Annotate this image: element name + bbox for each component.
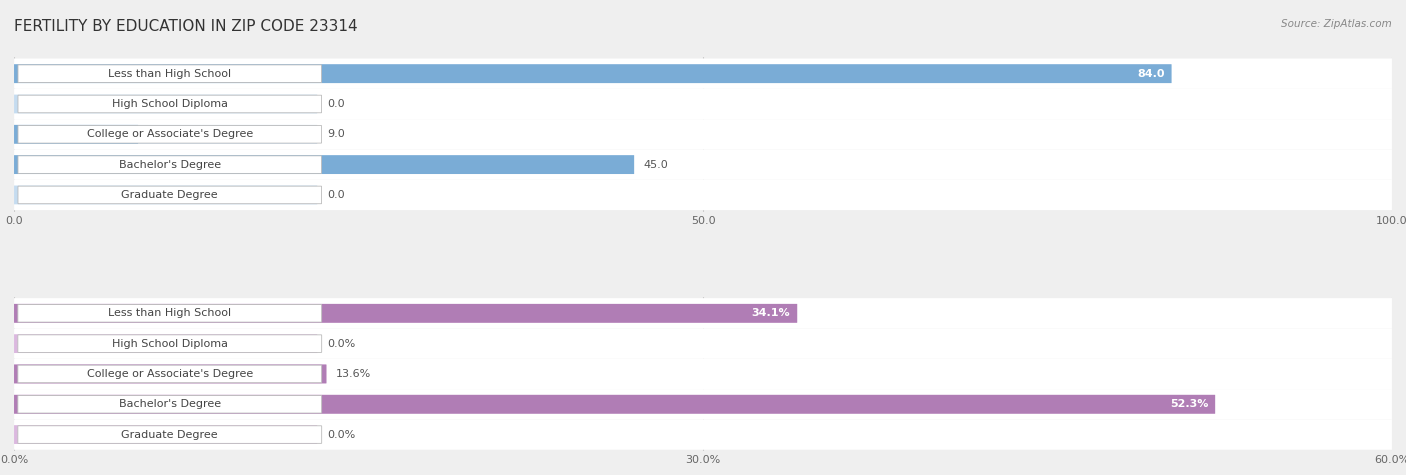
FancyBboxPatch shape — [18, 186, 322, 204]
FancyBboxPatch shape — [18, 65, 322, 83]
Text: 84.0: 84.0 — [1137, 69, 1164, 79]
FancyBboxPatch shape — [14, 329, 1392, 359]
FancyBboxPatch shape — [14, 395, 1215, 414]
FancyBboxPatch shape — [18, 335, 322, 352]
FancyBboxPatch shape — [14, 58, 1392, 89]
Text: High School Diploma: High School Diploma — [111, 99, 228, 109]
FancyBboxPatch shape — [14, 304, 797, 323]
FancyBboxPatch shape — [14, 89, 1392, 119]
FancyBboxPatch shape — [14, 64, 1171, 83]
Text: Less than High School: Less than High School — [108, 308, 232, 318]
Text: FERTILITY BY EDUCATION IN ZIP CODE 23314: FERTILITY BY EDUCATION IN ZIP CODE 23314 — [14, 19, 357, 34]
FancyBboxPatch shape — [18, 304, 322, 322]
FancyBboxPatch shape — [14, 180, 1392, 210]
FancyBboxPatch shape — [14, 298, 1392, 329]
FancyBboxPatch shape — [18, 125, 322, 143]
Text: 9.0: 9.0 — [326, 129, 344, 139]
Text: Source: ZipAtlas.com: Source: ZipAtlas.com — [1281, 19, 1392, 29]
Text: 13.6%: 13.6% — [336, 369, 371, 379]
FancyBboxPatch shape — [14, 64, 1171, 83]
FancyBboxPatch shape — [14, 186, 318, 204]
FancyBboxPatch shape — [14, 419, 1392, 450]
FancyBboxPatch shape — [14, 359, 1392, 389]
FancyBboxPatch shape — [14, 395, 1215, 414]
FancyBboxPatch shape — [14, 425, 318, 444]
Text: 52.3%: 52.3% — [1170, 399, 1208, 409]
Text: Less than High School: Less than High School — [108, 69, 232, 79]
FancyBboxPatch shape — [14, 150, 1392, 180]
FancyBboxPatch shape — [14, 155, 634, 174]
Text: 0.0%: 0.0% — [326, 339, 356, 349]
Text: 0.0: 0.0 — [326, 190, 344, 200]
Text: Graduate Degree: Graduate Degree — [121, 429, 218, 439]
FancyBboxPatch shape — [18, 95, 322, 113]
FancyBboxPatch shape — [18, 365, 322, 383]
FancyBboxPatch shape — [14, 119, 1392, 150]
FancyBboxPatch shape — [18, 156, 322, 173]
FancyBboxPatch shape — [14, 364, 326, 383]
Text: College or Associate's Degree: College or Associate's Degree — [87, 369, 253, 379]
FancyBboxPatch shape — [14, 125, 318, 144]
FancyBboxPatch shape — [18, 426, 322, 443]
FancyBboxPatch shape — [14, 125, 138, 144]
FancyBboxPatch shape — [14, 364, 326, 383]
FancyBboxPatch shape — [14, 304, 797, 323]
Text: Graduate Degree: Graduate Degree — [121, 190, 218, 200]
Text: College or Associate's Degree: College or Associate's Degree — [87, 129, 253, 139]
Text: 0.0%: 0.0% — [326, 429, 356, 439]
Text: 34.1%: 34.1% — [752, 308, 790, 318]
FancyBboxPatch shape — [14, 389, 1392, 419]
FancyBboxPatch shape — [14, 155, 634, 174]
FancyBboxPatch shape — [14, 334, 318, 353]
Text: 0.0: 0.0 — [326, 99, 344, 109]
Text: High School Diploma: High School Diploma — [111, 339, 228, 349]
FancyBboxPatch shape — [14, 95, 318, 114]
Text: Bachelor's Degree: Bachelor's Degree — [118, 399, 221, 409]
FancyBboxPatch shape — [18, 396, 322, 413]
Text: 45.0: 45.0 — [644, 160, 668, 170]
Text: Bachelor's Degree: Bachelor's Degree — [118, 160, 221, 170]
